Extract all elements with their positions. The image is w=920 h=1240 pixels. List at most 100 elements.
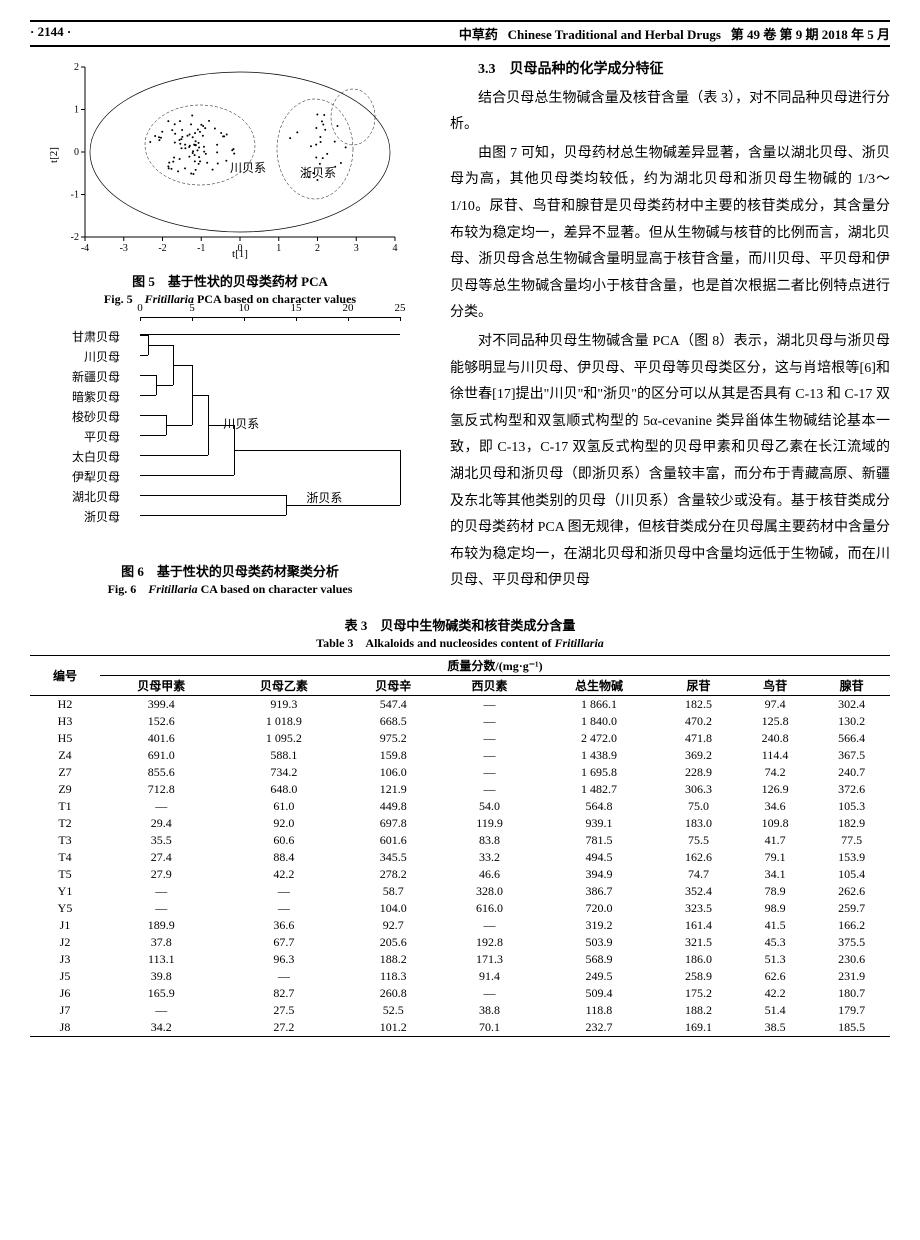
- table-cell: 230.6: [813, 951, 890, 968]
- table-row: J539.8—118.391.4249.5258.962.6231.9: [30, 968, 890, 985]
- table-cell: H2: [30, 696, 100, 714]
- table-cell: 228.9: [660, 764, 737, 781]
- fig5-caption-en: Fig. 5 Fritillaria PCA based on characte…: [30, 290, 430, 307]
- table-cell: Y5: [30, 900, 100, 917]
- table-cell: 566.4: [813, 730, 890, 747]
- table3-body: H2399.4919.3547.4—1 866.1182.597.4302.4H…: [30, 696, 890, 1037]
- svg-text:3: 3: [354, 243, 359, 254]
- table-cell: 323.5: [660, 900, 737, 917]
- table-cell: 38.8: [441, 1002, 537, 1019]
- table-cell: 34.2: [100, 1019, 223, 1037]
- table-row: J1189.936.692.7—319.2161.441.5166.2: [30, 917, 890, 934]
- table-row: Z7855.6734.2106.0—1 695.8228.974.2240.7: [30, 764, 890, 781]
- table-cell: 175.2: [660, 985, 737, 1002]
- paragraph-1: 结合贝母总生物碱含量及核苷含量（表 3），对不同品种贝母进行分析。: [450, 86, 890, 139]
- svg-text:1: 1: [74, 105, 79, 116]
- table-cell: 51.3: [737, 951, 814, 968]
- col-id: 编号: [30, 656, 100, 696]
- table-row: Z9712.8648.0121.9—1 482.7306.3126.9372.6: [30, 781, 890, 798]
- table-cell: 171.3: [441, 951, 537, 968]
- fig5-caption-zh: 图 5 基于性状的贝母类药材 PCA: [30, 271, 430, 290]
- table-cell: T2: [30, 815, 100, 832]
- table-cell: 1 482.7: [538, 781, 661, 798]
- table-cell: 321.5: [660, 934, 737, 951]
- table-cell: 106.0: [345, 764, 441, 781]
- table-cell: 27.2: [223, 1019, 346, 1037]
- table-cell: 262.6: [813, 883, 890, 900]
- table-cell: 33.2: [441, 849, 537, 866]
- table-cell: 260.8: [345, 985, 441, 1002]
- table-cell: 319.2: [538, 917, 661, 934]
- table-cell: 259.7: [813, 900, 890, 917]
- svg-text:-4: -4: [81, 243, 89, 254]
- journal-title: 中草药 Chinese Traditional and Herbal Drugs…: [459, 24, 890, 43]
- table-col: 西贝素: [441, 676, 537, 696]
- table-cell: H5: [30, 730, 100, 747]
- table-cell: 386.7: [538, 883, 661, 900]
- table-row: T427.488.4345.533.2494.5162.679.1153.9: [30, 849, 890, 866]
- table-cell: 96.3: [223, 951, 346, 968]
- table-cell: 91.4: [441, 968, 537, 985]
- table-col: 鸟苷: [737, 676, 814, 696]
- table-cell: —: [100, 900, 223, 917]
- table-cell: 509.4: [538, 985, 661, 1002]
- table-cell: 183.0: [660, 815, 737, 832]
- table-cell: 125.8: [737, 713, 814, 730]
- svg-text:-2: -2: [158, 243, 166, 254]
- paragraph-3: 对不同品种贝母生物碱含量 PCA（图 8）表示，湖北贝母与浙贝母能够明显与川贝母…: [450, 329, 890, 595]
- table-cell: 119.9: [441, 815, 537, 832]
- table-cell: 41.7: [737, 832, 814, 849]
- table-cell: 51.4: [737, 1002, 814, 1019]
- table-cell: 58.7: [345, 883, 441, 900]
- table-cell: 109.8: [737, 815, 814, 832]
- table-cell: 92.0: [223, 815, 346, 832]
- table-cell: 691.0: [100, 747, 223, 764]
- table-cell: J7: [30, 1002, 100, 1019]
- table-row: Z4691.0588.1159.8—1 438.9369.2114.4367.5: [30, 747, 890, 764]
- table-cell: 189.9: [100, 917, 223, 934]
- table-cell: 105.3: [813, 798, 890, 815]
- table-cell: 616.0: [441, 900, 537, 917]
- table-cell: —: [223, 900, 346, 917]
- table-row: H2399.4919.3547.4—1 866.1182.597.4302.4: [30, 696, 890, 714]
- table-cell: 1 840.0: [538, 713, 661, 730]
- table-cell: 36.6: [223, 917, 346, 934]
- table-cell: —: [100, 798, 223, 815]
- table-cell: 52.5: [345, 1002, 441, 1019]
- paragraph-2: 由图 7 可知，贝母药材总生物碱差异显著，含量以湖北贝母、浙贝母为高，其他贝母类…: [450, 141, 890, 327]
- table-cell: 734.2: [223, 764, 346, 781]
- table-header-row-2: 贝母甲素贝母乙素贝母辛西贝素总生物碱尿苷鸟苷腺苷: [30, 676, 890, 696]
- table-cell: T5: [30, 866, 100, 883]
- table-cell: 79.1: [737, 849, 814, 866]
- svg-text:-2: -2: [71, 232, 79, 243]
- table-cell: 75.0: [660, 798, 737, 815]
- table-cell: 153.9: [813, 849, 890, 866]
- table-cell: J8: [30, 1019, 100, 1037]
- table-cell: 152.6: [100, 713, 223, 730]
- table-row: J237.867.7205.6192.8503.9321.545.3375.5: [30, 934, 890, 951]
- table-cell: 648.0: [223, 781, 346, 798]
- table-cell: 182.9: [813, 815, 890, 832]
- table-row: Y5——104.0616.0720.0323.598.9259.7: [30, 900, 890, 917]
- table-cell: 27.9: [100, 866, 223, 883]
- fig6-caption-en: Fig. 6 Fritillaria CA based on character…: [30, 580, 430, 597]
- section-heading: 3.3 贝母品种的化学成分特征: [450, 57, 890, 84]
- table-cell: 369.2: [660, 747, 737, 764]
- table-cell: —: [441, 713, 537, 730]
- table-cell: 781.5: [538, 832, 661, 849]
- table-cell: 180.7: [813, 985, 890, 1002]
- table-cell: 37.8: [100, 934, 223, 951]
- table-cell: 161.4: [660, 917, 737, 934]
- svg-text:4: 4: [393, 243, 398, 254]
- table-cell: —: [223, 883, 346, 900]
- fig5-group-a-label: 川贝系: [230, 161, 266, 175]
- table-cell: J2: [30, 934, 100, 951]
- table-cell: 42.2: [737, 985, 814, 1002]
- table-cell: 401.6: [100, 730, 223, 747]
- table-col: 腺苷: [813, 676, 890, 696]
- table-cell: 27.4: [100, 849, 223, 866]
- table-cell: 166.2: [813, 917, 890, 934]
- table-cell: 46.6: [441, 866, 537, 883]
- table-header-row-1: 编号 质量分数/(mg·g⁻¹): [30, 656, 890, 676]
- table-cell: 1 438.9: [538, 747, 661, 764]
